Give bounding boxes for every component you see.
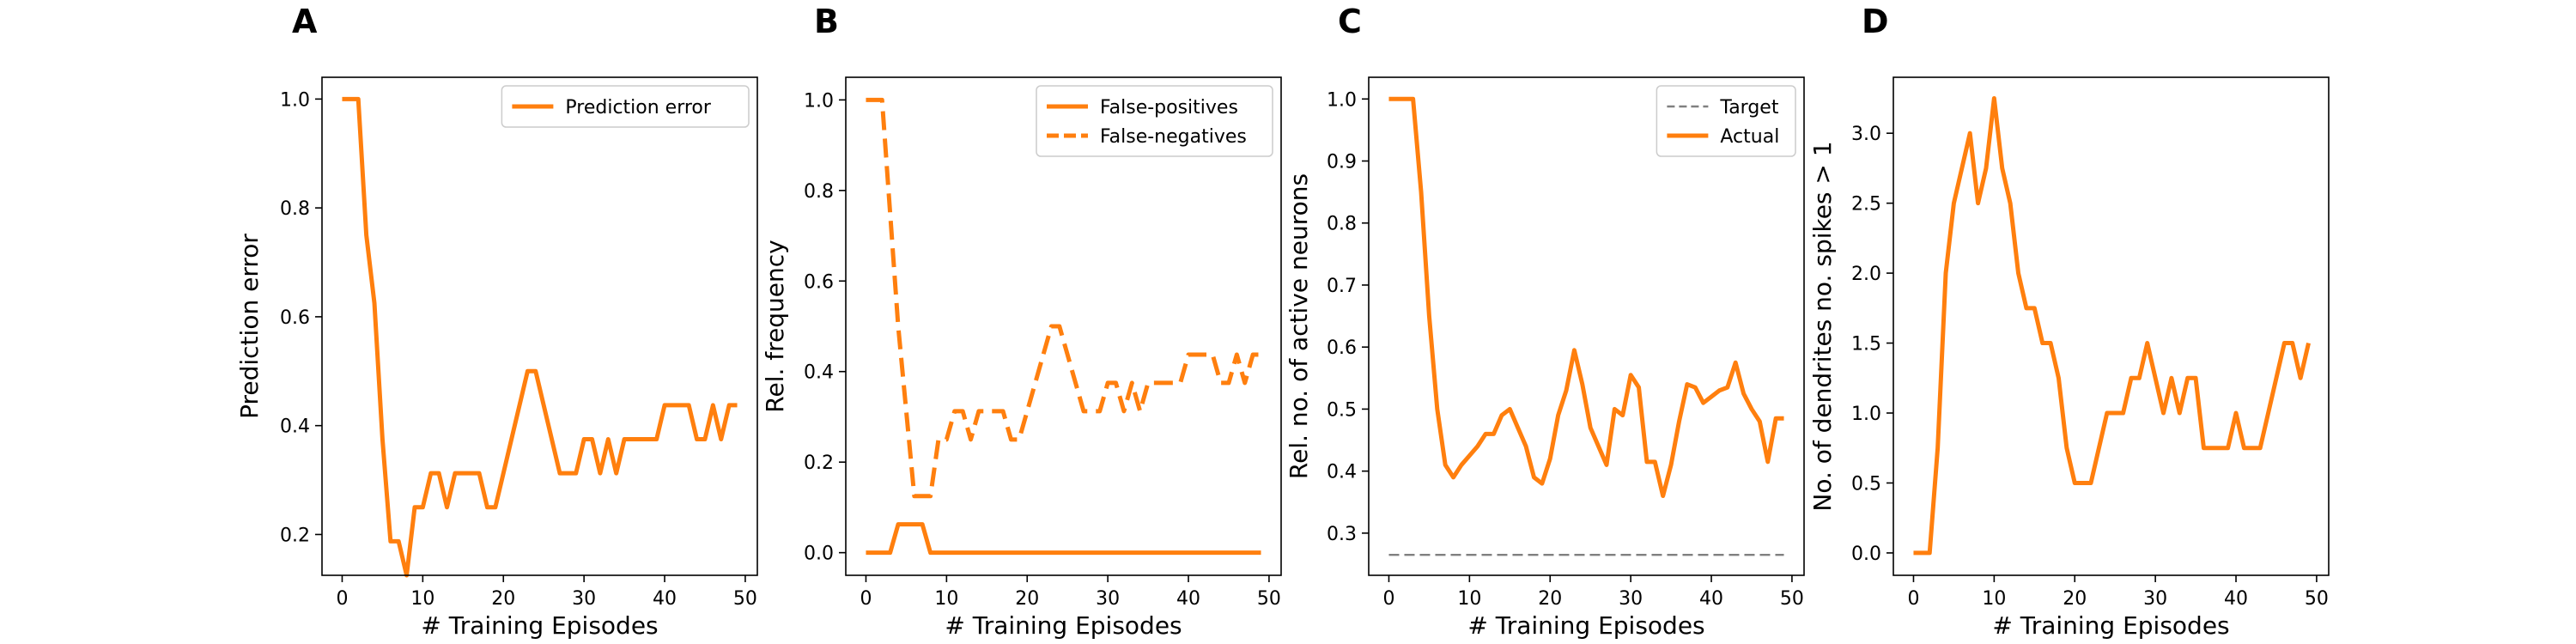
x-tick-label: 50 — [1257, 588, 1281, 610]
x-axis-label: # Training Episodes — [1992, 611, 2229, 640]
series-line-false-positives — [866, 522, 1261, 556]
y-tick-label: 0.2 — [280, 525, 310, 546]
legend-label: False-positives — [1100, 97, 1238, 118]
legend-label: Actual — [1720, 126, 1779, 148]
series-line-series-0 — [1913, 95, 2311, 556]
legend-label: Target — [1719, 97, 1778, 118]
y-tick-label: 1.0 — [1327, 89, 1357, 111]
y-tick-label: 0.3 — [1327, 524, 1357, 545]
x-tick-label: 30 — [572, 588, 596, 610]
series-line-prediction-error — [342, 96, 738, 578]
y-tick-label: 0.0 — [1851, 544, 1881, 565]
x-tick-label: 0 — [336, 588, 348, 610]
y-tick-label: 0.6 — [280, 307, 310, 329]
legend-box — [501, 85, 750, 128]
y-tick-label: 2.0 — [1851, 264, 1881, 285]
y-tick-label: 2.5 — [1851, 194, 1881, 216]
x-tick-label: 10 — [410, 588, 434, 610]
x-tick-label: 50 — [1780, 588, 1804, 610]
x-tick-label: 0 — [860, 588, 872, 610]
panel-b: B 0 10 20 30 40 50 0.0 0.2 0.4 0.6 0.8 1.0 # Training… — [761, 3, 1282, 640]
y-tick-label: 0.4 — [280, 416, 310, 438]
y-tick-label: 0.8 — [1327, 214, 1357, 235]
x-tick-label: 20 — [491, 588, 515, 610]
legend-label: Prediction error — [565, 97, 711, 118]
series-line-actual — [1388, 96, 1784, 499]
series-line-false-negatives — [866, 97, 1261, 499]
y-tick-label: 1.5 — [1851, 334, 1881, 355]
legend: Target Actual — [1656, 85, 1796, 157]
panel-d: D 0 10 20 30 40 50 0.0 0.5 1.0 1.5 2.0 2.5 3.0 # Train… — [1808, 3, 2330, 640]
axes-frame — [321, 76, 758, 576]
axes-frame — [1368, 76, 1805, 576]
panel-c: C 0 10 20 30 40 50 0.3 0.4 0.5 0.6 0.7 0.8 0.9 1.0 # Tr… — [1285, 3, 1805, 640]
y-tick-label: 0.5 — [1327, 399, 1357, 421]
x-tick-label: 50 — [2305, 588, 2329, 610]
y-tick-label: 0.4 — [1327, 462, 1357, 483]
legend-label: False-negatives — [1100, 126, 1247, 148]
y-tick-label: 0.9 — [1327, 152, 1357, 173]
panel-letter: C — [1338, 3, 1362, 40]
y-axis-label: No. of dendrites no. spikes > 1 — [1808, 141, 1837, 511]
y-axis-label: Rel. frequency — [761, 240, 789, 412]
legend: Prediction error — [501, 85, 750, 128]
y-tick-label: 0.6 — [804, 271, 834, 293]
legend: False-positives False-negatives — [1036, 85, 1273, 157]
x-axis-label: # Training Episodes — [421, 611, 658, 640]
y-tick-label: 0.2 — [804, 453, 834, 474]
x-tick-label: 30 — [1096, 588, 1120, 610]
y-tick-label: 0.8 — [280, 198, 310, 220]
axes-frame — [845, 76, 1282, 576]
panel-a: A 0 10 20 30 40 50 0.2 0.4 0.6 0.8 1.0 # Training Ep… — [235, 3, 758, 640]
panel-letter: A — [292, 3, 318, 40]
y-tick-label: 1.0 — [280, 89, 310, 111]
x-tick-label: 10 — [934, 588, 958, 610]
legend-box — [1656, 85, 1796, 157]
y-tick-label: 0.0 — [804, 544, 834, 565]
x-tick-label: 10 — [1982, 588, 2006, 610]
x-tick-label: 0 — [1907, 588, 1919, 610]
x-tick-label: 30 — [2143, 588, 2167, 610]
panel-letter: D — [1862, 3, 1889, 40]
axes-frame — [1893, 76, 2330, 576]
x-tick-label: 50 — [733, 588, 757, 610]
x-tick-label: 40 — [653, 588, 677, 610]
y-tick-label: 0.7 — [1327, 276, 1357, 297]
y-axis-label: Prediction error — [235, 234, 264, 419]
x-tick-label: 40 — [2224, 588, 2248, 610]
y-axis-label: Rel. no. of active neurons — [1285, 173, 1313, 479]
x-tick-label: 20 — [2063, 588, 2087, 610]
x-axis-label: # Training Episodes — [945, 611, 1182, 640]
x-tick-label: 0 — [1382, 588, 1394, 610]
y-tick-label: 1.0 — [804, 90, 834, 112]
legend-box — [1036, 85, 1273, 157]
y-tick-label: 0.5 — [1851, 473, 1881, 495]
y-tick-label: 0.6 — [1327, 337, 1357, 359]
y-tick-label: 0.8 — [804, 181, 834, 203]
panel-letter: B — [814, 3, 839, 40]
x-tick-label: 20 — [1015, 588, 1039, 610]
x-tick-label: 30 — [1619, 588, 1643, 610]
x-tick-label: 40 — [1699, 588, 1723, 610]
x-tick-label: 20 — [1538, 588, 1562, 610]
y-tick-label: 3.0 — [1851, 124, 1881, 145]
y-tick-label: 0.4 — [804, 362, 834, 384]
x-tick-label: 40 — [1176, 588, 1200, 610]
x-axis-label: # Training Episodes — [1467, 611, 1704, 640]
x-tick-label: 10 — [1457, 588, 1481, 610]
y-tick-label: 1.0 — [1851, 404, 1881, 425]
